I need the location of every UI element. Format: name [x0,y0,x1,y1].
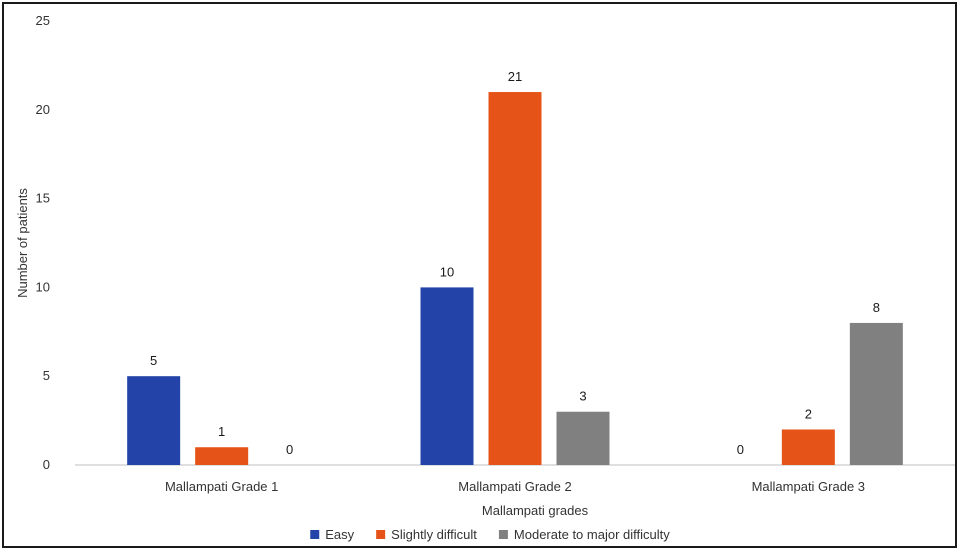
legend-swatch [498,530,508,539]
legend-label: Moderate to major difficulty [514,527,670,542]
bar [195,447,249,465]
x-tick-label: Mallampati Grade 2 [458,479,571,494]
x-tick-label: Mallampati Grade 3 [752,479,865,494]
data-label: 5 [150,353,157,368]
data-label: 0 [737,442,744,457]
x-tick-label: Mallampati Grade 1 [165,479,278,494]
legend-label: Slightly difficult [391,527,477,542]
data-label: 10 [440,264,454,279]
legend-item: Easy [310,527,355,542]
bar [420,287,474,465]
data-label: 21 [508,69,522,84]
data-label: 3 [579,389,586,404]
legend-swatch [376,530,386,539]
y-tick-label: 20 [36,102,50,117]
y-tick-label: 0 [43,457,50,472]
x-axis-ticks: Mallampati Grade 1 Mallampati Grade 2 Mall… [165,479,865,494]
bars [127,92,903,465]
bar [781,429,835,465]
bar [488,92,542,465]
data-label: 0 [286,442,293,457]
bar [127,376,181,465]
legend-item: Slightly difficult [376,527,477,542]
data-label: 1 [218,424,225,439]
x-axis-title: Mallampati grades [482,503,589,518]
legend-swatch [310,530,320,539]
y-axis-title: Number of patients [15,188,30,298]
legend-label: Easy [325,527,354,542]
y-tick-label: 25 [36,13,50,28]
bar [556,411,610,465]
data-label: 8 [873,300,880,315]
y-axis-ticks: 0 5 10 15 20 25 [36,13,50,472]
legend: Easy Slightly difficult Moderate to major … [310,527,670,542]
data-label: 2 [805,406,812,421]
legend-item: Moderate to major difficulty [498,527,670,542]
y-tick-label: 10 [36,279,50,294]
y-tick-label: 5 [43,368,50,383]
bar [849,322,903,465]
y-tick-label: 15 [36,191,50,206]
